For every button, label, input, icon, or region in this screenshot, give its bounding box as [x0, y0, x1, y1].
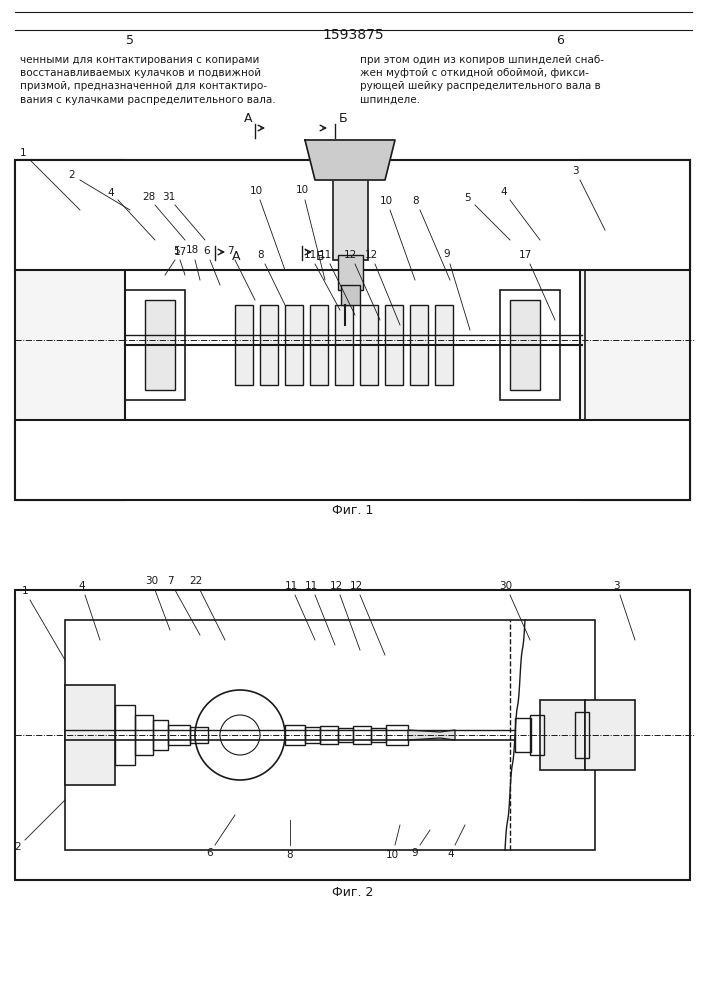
Text: 4: 4: [448, 849, 454, 859]
Bar: [145, 300, 175, 390]
Bar: [15, 590, 690, 880]
Bar: [540, 700, 585, 770]
Text: 6: 6: [206, 848, 213, 858]
Text: 12: 12: [344, 250, 358, 260]
Text: 11: 11: [319, 250, 332, 260]
Text: 22: 22: [189, 576, 202, 586]
Text: 12: 12: [330, 581, 343, 591]
Bar: [435, 305, 453, 385]
Bar: [353, 726, 371, 744]
Text: 8: 8: [413, 196, 419, 206]
Text: 6: 6: [203, 246, 209, 256]
Text: Фиг. 2: Фиг. 2: [332, 886, 374, 900]
Text: Фиг. 1: Фиг. 1: [332, 504, 374, 516]
Text: 7: 7: [227, 246, 234, 256]
Text: 10: 10: [386, 850, 399, 860]
Text: 3: 3: [572, 166, 579, 176]
Bar: [510, 300, 540, 390]
Bar: [333, 175, 368, 260]
Bar: [65, 620, 595, 850]
Text: 10: 10: [296, 185, 309, 195]
Bar: [285, 725, 305, 745]
Bar: [285, 305, 303, 385]
Text: 31: 31: [162, 192, 175, 202]
Text: 5: 5: [173, 246, 180, 256]
Text: 12: 12: [365, 250, 378, 260]
Bar: [371, 728, 386, 742]
Bar: [125, 270, 585, 420]
Text: 1: 1: [22, 586, 28, 596]
Bar: [15, 160, 690, 270]
Polygon shape: [408, 730, 455, 740]
Text: 4: 4: [501, 187, 508, 197]
Bar: [305, 727, 320, 743]
Bar: [135, 715, 153, 755]
Bar: [125, 290, 185, 400]
Polygon shape: [305, 140, 395, 180]
Bar: [310, 305, 328, 385]
Text: 9: 9: [411, 848, 418, 858]
Text: при этом один из копиров шпинделей снаб-
жен муфтой с откидной обоймой, фикси-
р: при этом один из копиров шпинделей снаб-…: [360, 55, 604, 105]
Bar: [115, 705, 135, 765]
Text: ченными для контактирования с копирами
восстанавливаемых кулачков и подвижной
пр: ченными для контактирования с копирами в…: [20, 55, 276, 105]
Text: 1: 1: [20, 148, 26, 158]
Text: 12: 12: [349, 581, 363, 591]
Bar: [580, 160, 690, 500]
Bar: [338, 255, 363, 290]
Bar: [335, 305, 353, 385]
Text: А: А: [244, 111, 252, 124]
Text: 2: 2: [68, 170, 75, 180]
Bar: [190, 727, 208, 743]
Bar: [575, 712, 589, 758]
Text: 28: 28: [142, 192, 155, 202]
Text: 8: 8: [286, 850, 293, 860]
Text: 5: 5: [464, 193, 472, 203]
Bar: [338, 728, 353, 742]
Bar: [15, 420, 690, 500]
Text: 10: 10: [380, 196, 393, 206]
Bar: [341, 285, 360, 305]
Text: 17: 17: [174, 247, 187, 257]
Text: 11: 11: [284, 581, 298, 591]
Text: 6: 6: [556, 33, 564, 46]
Bar: [260, 305, 278, 385]
Text: 4: 4: [78, 581, 85, 591]
Text: 10: 10: [250, 186, 263, 196]
Text: 11: 11: [305, 581, 318, 591]
Bar: [235, 305, 253, 385]
Text: Б: Б: [316, 249, 325, 262]
Text: 11: 11: [303, 250, 317, 260]
Bar: [386, 725, 408, 745]
Text: 2: 2: [15, 842, 21, 852]
Bar: [515, 718, 531, 752]
Text: А: А: [232, 249, 240, 262]
Text: 3: 3: [614, 581, 620, 591]
Text: 30: 30: [145, 576, 158, 586]
Bar: [360, 305, 378, 385]
Bar: [320, 726, 338, 744]
Bar: [168, 725, 190, 745]
Text: 17: 17: [520, 250, 532, 260]
Text: 30: 30: [499, 581, 513, 591]
Text: 4: 4: [108, 188, 115, 198]
Text: 18: 18: [186, 245, 199, 255]
Bar: [530, 715, 544, 755]
Text: 5: 5: [126, 33, 134, 46]
Bar: [385, 305, 403, 385]
Bar: [585, 700, 635, 770]
Text: Б: Б: [339, 111, 347, 124]
Text: 1593875: 1593875: [322, 28, 384, 42]
Bar: [65, 685, 115, 785]
Text: 7: 7: [167, 576, 173, 586]
Text: 9: 9: [444, 249, 450, 259]
Bar: [15, 160, 125, 500]
Bar: [153, 720, 168, 750]
Bar: [410, 305, 428, 385]
Text: 8: 8: [257, 250, 264, 260]
Bar: [500, 290, 560, 400]
